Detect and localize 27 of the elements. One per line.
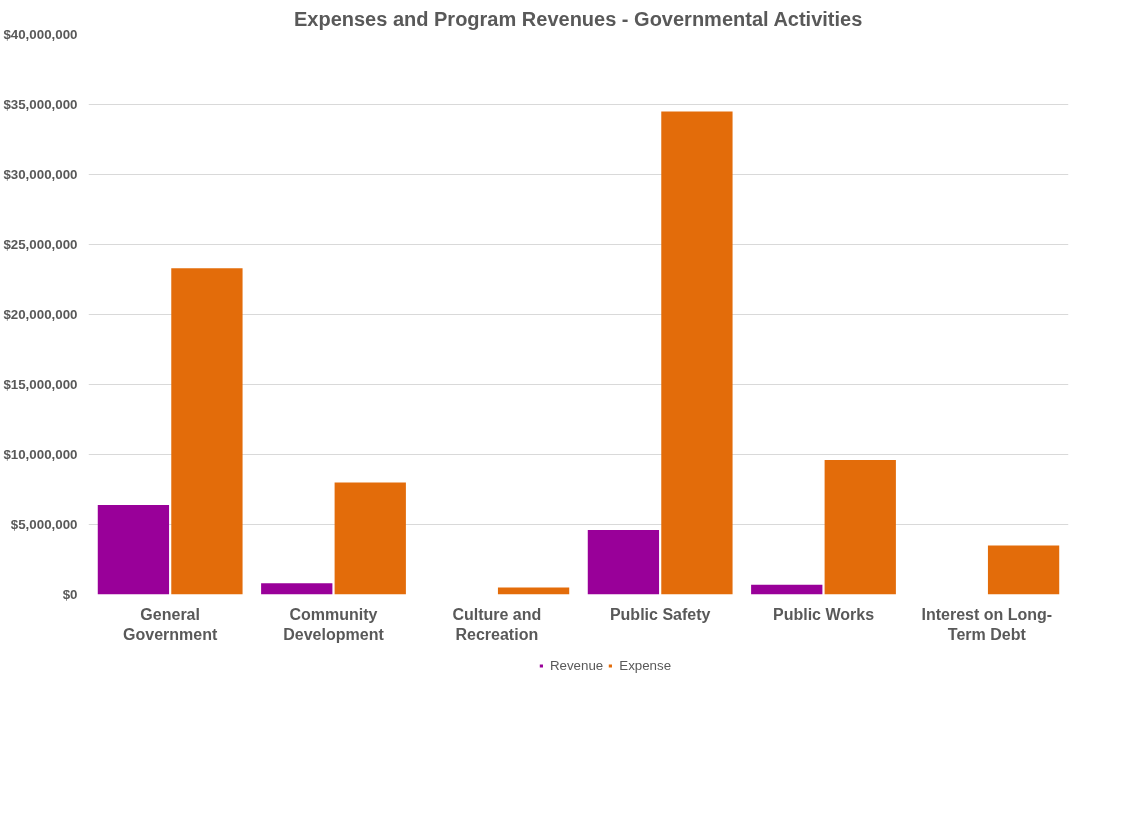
legend-label: Revenue	[549, 657, 604, 673]
x-tick-label: Interest on Long-Term Debt	[921, 605, 1053, 643]
chart-title: Expenses and Program Revenues - Governmental Activities	[293, 7, 863, 30]
bar	[661, 111, 733, 595]
bar	[751, 584, 823, 595]
bar	[824, 460, 896, 595]
bar	[587, 530, 660, 595]
y-tick-label: $15,000,000	[3, 377, 78, 392]
legend-label: Expense	[619, 657, 672, 673]
bar	[171, 268, 243, 595]
y-tick-label: $5,000,000	[10, 517, 78, 532]
y-tick-label: $25,000,000	[3, 237, 78, 252]
y-tick-label: $20,000,000	[3, 307, 78, 322]
x-tick-label: Public Works	[772, 605, 875, 623]
y-tick-label: $40,000,000	[3, 27, 78, 42]
bar	[334, 482, 406, 595]
y-tick-label: $30,000,000	[3, 167, 78, 182]
y-tick-label: $10,000,000	[3, 447, 78, 462]
y-tick-label: $35,000,000	[3, 97, 78, 112]
x-tick-label: Culture and Recreation	[452, 605, 542, 643]
y-tick-label: $0	[62, 587, 78, 602]
x-tick-label: Community Development	[283, 605, 385, 643]
x-tick-label: Public Safety	[609, 605, 711, 623]
x-tick-label: General Government	[123, 605, 218, 643]
bar	[261, 583, 333, 595]
bar	[97, 504, 170, 595]
bar	[987, 545, 1060, 595]
